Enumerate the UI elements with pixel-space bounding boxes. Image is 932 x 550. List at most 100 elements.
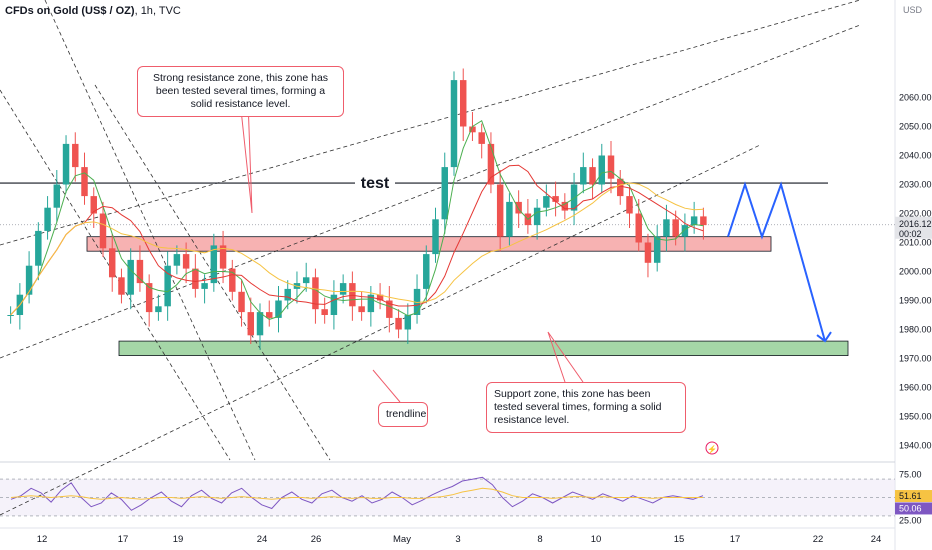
trendline-pointer xyxy=(372,369,401,403)
candle-body xyxy=(395,317,402,330)
support-annotation: Support zone, this zone has been tested … xyxy=(486,382,686,433)
rsi-readout-tag-2 xyxy=(895,502,932,515)
candle-body xyxy=(423,254,430,289)
x-tick-label: 10 xyxy=(591,534,602,545)
candle-body xyxy=(349,283,356,307)
candle-body xyxy=(275,300,282,318)
x-tick-label: 17 xyxy=(730,534,741,545)
channel-upper-line xyxy=(0,0,861,246)
candle-body xyxy=(90,196,97,214)
candle-body xyxy=(118,277,125,295)
candle-body xyxy=(459,80,467,127)
candle-body xyxy=(62,143,70,185)
x-tick-label: 15 xyxy=(674,534,685,545)
candle-body xyxy=(164,265,171,307)
resistance-annotation: Strong resistance zone, this zone has be… xyxy=(137,66,344,117)
projection-arrowhead xyxy=(816,331,832,343)
candle-body xyxy=(700,216,707,226)
trendline-text: trendline xyxy=(386,408,427,420)
support-text: Support zone, this zone has been tested … xyxy=(494,388,662,426)
candle-body xyxy=(598,155,606,185)
candle-body xyxy=(450,80,458,168)
candle-body xyxy=(312,277,319,310)
candle-body xyxy=(210,245,218,284)
interval-label: 1h xyxy=(140,5,153,17)
x-tick-label: 12 xyxy=(37,534,48,545)
source-label: TVC xyxy=(158,5,181,17)
candle-body xyxy=(533,207,541,226)
y-tick-label: 2050.00 xyxy=(899,122,932,132)
x-tick-label: 26 xyxy=(311,534,322,545)
candle-body xyxy=(330,294,338,315)
candle-body xyxy=(644,242,652,263)
candle-body xyxy=(173,254,181,266)
lightning-glyph: ⚡ xyxy=(707,444,717,454)
resistance-zone xyxy=(86,236,772,252)
candle-body xyxy=(663,219,670,237)
resistance-pointer xyxy=(239,99,253,214)
candle-body xyxy=(626,196,633,214)
candle-body xyxy=(229,268,236,292)
last-price-tag xyxy=(895,216,932,239)
rsi-readout-tag-1 xyxy=(895,490,932,503)
trendline xyxy=(0,144,761,516)
symbol-name: CFDs on Gold (US$ / OZ) xyxy=(5,5,135,17)
y-tick-label: 1980.00 xyxy=(899,325,932,335)
rsi-tick-label: 25.00 xyxy=(899,515,922,525)
y-tick-label: 2060.00 xyxy=(899,93,932,103)
candle-body xyxy=(561,201,569,211)
candle-body xyxy=(496,184,504,237)
y-tick-label: 1960.00 xyxy=(899,383,932,393)
candle-body xyxy=(145,283,153,313)
candle-body xyxy=(543,196,550,208)
diagonal-line-1 xyxy=(44,0,256,461)
candle-body xyxy=(284,288,291,301)
candle-body xyxy=(506,201,513,237)
candle-body xyxy=(432,219,439,255)
candle-body xyxy=(238,291,245,313)
candle-body xyxy=(404,315,412,330)
x-tick-label: 8 xyxy=(537,534,542,545)
candle-body xyxy=(681,225,689,237)
y-tick-label: 2020.00 xyxy=(899,209,932,219)
rsi-readout-1: 51.61 xyxy=(899,491,922,501)
ma-mid-line xyxy=(10,164,704,316)
y-tick-label: 2030.00 xyxy=(899,180,932,190)
y-tick-label: 1970.00 xyxy=(899,354,932,364)
candle-body xyxy=(441,167,448,220)
y-tick-label: 2000.00 xyxy=(899,267,932,277)
candle-body xyxy=(413,288,421,315)
candle-body xyxy=(72,143,79,168)
ma-fast-line xyxy=(10,119,704,320)
candle-body xyxy=(81,167,88,197)
candle-body xyxy=(617,178,624,197)
x-tick-label: 24 xyxy=(871,534,882,545)
y-tick-label: 1990.00 xyxy=(899,296,932,306)
currency-label: USD xyxy=(903,5,923,15)
candle-body xyxy=(127,259,134,295)
candle-body xyxy=(635,213,642,243)
rsi-tick-label: 75.00 xyxy=(899,470,922,480)
y-tick-label: 1950.00 xyxy=(899,412,932,422)
candle-body xyxy=(469,126,476,133)
candle-body xyxy=(487,143,495,185)
candle-body xyxy=(367,294,375,313)
candle-body xyxy=(53,184,61,208)
candle-body xyxy=(302,277,310,284)
resistance-text: Strong resistance zone, this zone has be… xyxy=(152,72,329,110)
candle-body xyxy=(247,312,255,336)
candle-body xyxy=(7,315,14,316)
candle-body xyxy=(570,184,578,211)
candle-body xyxy=(99,213,107,249)
candle-body xyxy=(219,245,227,269)
candle-body xyxy=(256,312,264,336)
candle-body xyxy=(580,167,587,185)
last-price-value: 2016.12 xyxy=(899,219,932,229)
last-price-countdown: 00:02 xyxy=(899,229,922,239)
x-tick-label: May xyxy=(393,534,411,545)
candle-body xyxy=(358,306,365,313)
candle-body xyxy=(155,306,162,313)
candle-body xyxy=(192,268,199,289)
